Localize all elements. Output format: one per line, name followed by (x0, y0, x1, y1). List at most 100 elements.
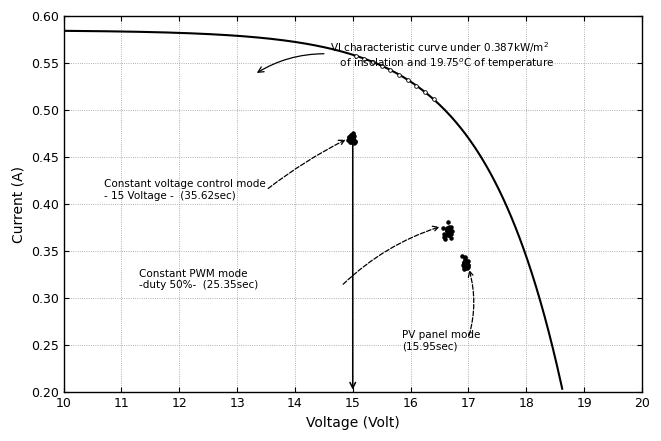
Point (348, 137, 358, 144)
Point (346, 135, 357, 142)
Point (444, 229, 455, 236)
Point (438, 231, 449, 238)
Point (346, 132, 356, 139)
Point (342, 136, 353, 143)
Point (348, 135, 359, 142)
Text: PV panel mode
(15.95sec): PV panel mode (15.95sec) (402, 330, 481, 351)
Point (459, 261, 470, 268)
Point (346, 135, 357, 142)
Point (444, 231, 454, 238)
Point (459, 266, 470, 273)
Point (347, 138, 358, 145)
Y-axis label: Current (A): Current (A) (11, 166, 25, 243)
Point (442, 227, 453, 234)
Point (346, 135, 357, 142)
Point (344, 133, 354, 140)
Point (394, 71, 405, 78)
Point (346, 138, 356, 146)
Point (443, 226, 453, 233)
Point (459, 259, 470, 266)
Point (348, 137, 358, 144)
Point (376, 62, 387, 69)
Point (346, 135, 356, 142)
Point (458, 260, 469, 267)
Point (459, 260, 469, 267)
Point (345, 135, 356, 142)
Point (444, 224, 454, 231)
Point (444, 226, 455, 233)
Point (442, 225, 453, 232)
Point (348, 132, 359, 139)
Point (444, 226, 455, 233)
Point (459, 254, 470, 261)
Point (345, 138, 356, 146)
Point (442, 226, 453, 233)
Point (420, 89, 430, 96)
Point (460, 256, 471, 263)
Point (349, 133, 360, 140)
Point (344, 133, 354, 140)
Point (385, 67, 396, 74)
Point (346, 132, 357, 139)
Point (459, 259, 469, 266)
Point (439, 234, 449, 241)
Point (463, 263, 474, 270)
Point (442, 224, 453, 232)
Point (446, 230, 456, 237)
Point (460, 261, 471, 268)
Point (459, 254, 470, 261)
Point (443, 232, 453, 239)
Point (346, 135, 357, 142)
Point (348, 129, 358, 136)
Point (446, 224, 456, 231)
Point (346, 137, 356, 144)
Point (460, 258, 471, 265)
Point (460, 263, 471, 270)
Point (350, 52, 361, 59)
Point (443, 219, 453, 226)
Point (350, 137, 360, 144)
Point (462, 264, 473, 271)
Point (438, 224, 449, 232)
Point (403, 76, 413, 83)
Point (444, 229, 455, 236)
Point (446, 228, 457, 235)
Point (463, 262, 473, 269)
Point (350, 138, 361, 146)
Point (442, 225, 453, 232)
Point (463, 262, 473, 269)
X-axis label: Voltage (Volt): Voltage (Volt) (306, 416, 400, 430)
Point (348, 135, 358, 142)
Point (440, 231, 451, 238)
Point (459, 264, 469, 271)
Point (347, 135, 358, 142)
Text: Constant PWM mode
-duty 50%-  (25.35sec): Constant PWM mode -duty 50%- (25.35sec) (139, 269, 258, 290)
Point (348, 139, 359, 146)
Point (440, 235, 451, 242)
Point (461, 262, 471, 269)
Point (446, 235, 456, 242)
Point (460, 258, 471, 265)
Point (442, 230, 452, 237)
Point (348, 131, 358, 138)
Point (463, 258, 473, 265)
Point (460, 265, 471, 272)
Point (368, 59, 378, 66)
Point (428, 96, 439, 103)
Point (442, 228, 453, 235)
Point (348, 137, 358, 144)
Point (462, 260, 473, 267)
Point (344, 135, 355, 142)
Point (442, 227, 452, 234)
Point (346, 137, 356, 144)
Point (345, 133, 356, 140)
Text: VI characteristic curve under 0.387kW/m$^2$
   of insolation and 19.75$^o$C of t: VI characteristic curve under 0.387kW/m$… (330, 40, 554, 71)
Point (459, 259, 469, 266)
Point (346, 131, 357, 138)
Point (348, 135, 358, 142)
Point (457, 262, 468, 269)
Text: Constant voltage control mode
- 15 Voltage -  (35.62sec): Constant voltage control mode - 15 Volta… (104, 179, 266, 201)
Point (443, 228, 453, 235)
Point (442, 228, 453, 235)
Point (359, 55, 369, 62)
